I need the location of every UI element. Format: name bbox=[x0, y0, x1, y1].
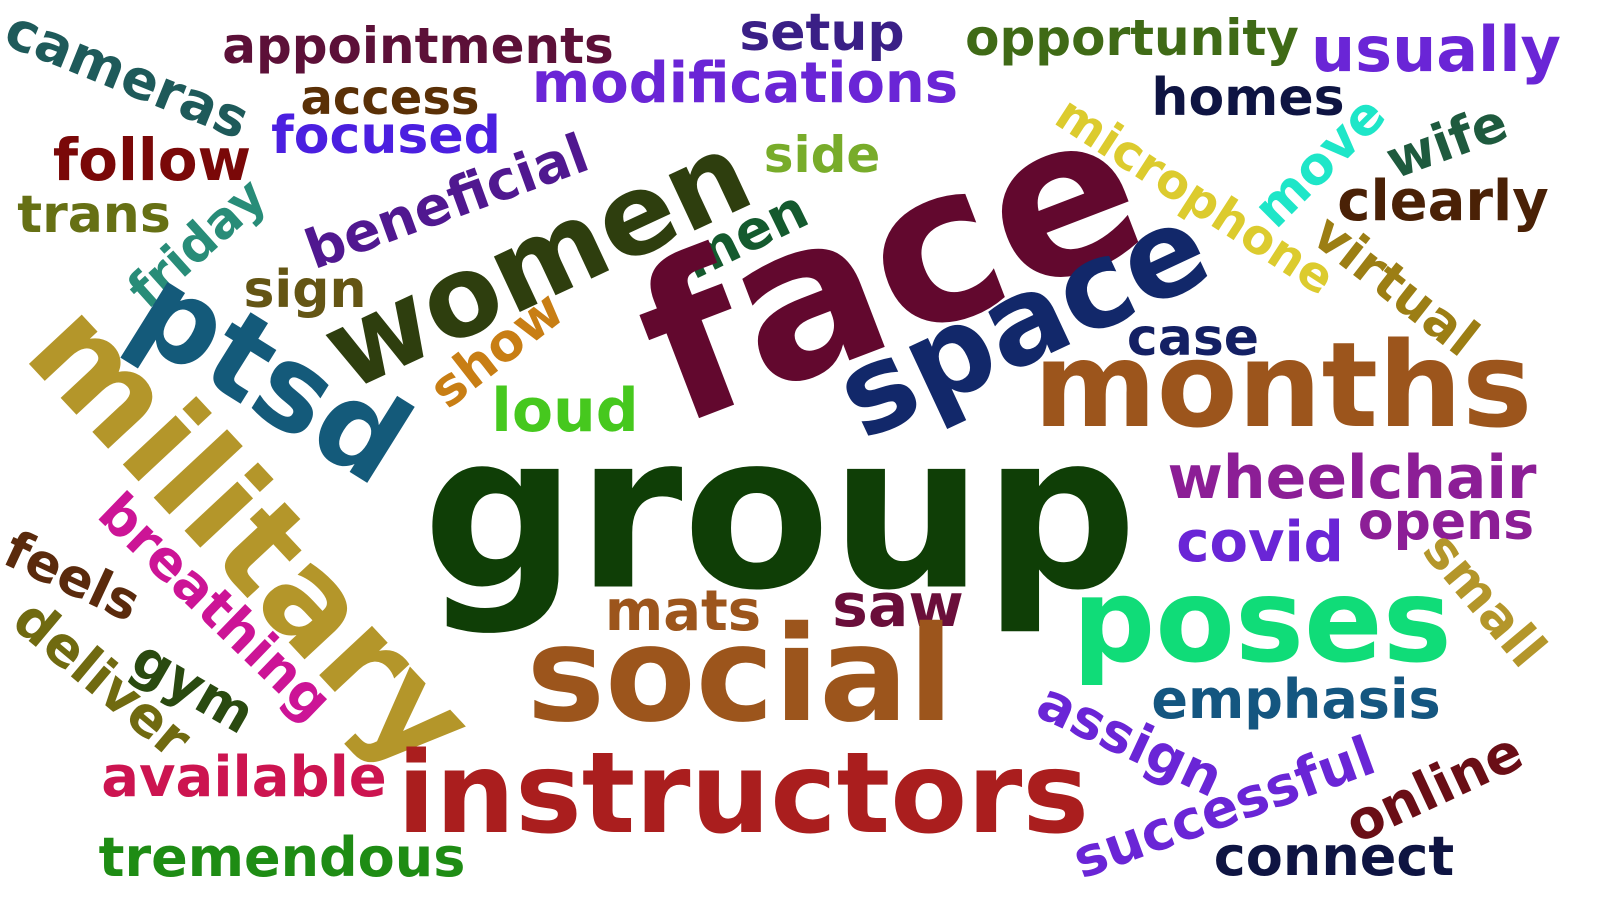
word-trans: trans bbox=[17, 185, 171, 245]
word-covid: covid bbox=[1176, 510, 1344, 575]
word-poses: poses bbox=[1072, 554, 1452, 689]
word-mats: mats bbox=[604, 579, 762, 644]
word-side: side bbox=[763, 126, 881, 184]
word-clearly: clearly bbox=[1337, 169, 1549, 234]
word-sign: sign bbox=[243, 260, 367, 320]
word-case: case bbox=[1126, 308, 1260, 368]
word-group: group bbox=[422, 386, 1138, 638]
word-wheelchair: wheelchair bbox=[1167, 443, 1537, 513]
word-modifications: modifications bbox=[531, 51, 959, 116]
word-saw: saw bbox=[832, 571, 964, 641]
word-connect: connect bbox=[1213, 825, 1455, 888]
word-loud: loud bbox=[491, 376, 639, 446]
word-opens: opens bbox=[1357, 492, 1535, 552]
word-access: access bbox=[300, 70, 480, 126]
word-follow: follow bbox=[52, 126, 252, 194]
word-focused: focused bbox=[271, 106, 501, 166]
word-months: months bbox=[1033, 316, 1533, 454]
word-opportunity: opportunity bbox=[965, 9, 1299, 67]
word-available: available bbox=[101, 745, 387, 810]
word-homes: homes bbox=[1151, 68, 1345, 128]
word-usually: usually bbox=[1311, 13, 1561, 86]
word-tremendous: tremendous bbox=[98, 826, 466, 889]
word-instructors: instructors bbox=[396, 729, 1090, 859]
word-social: social bbox=[526, 598, 954, 752]
word-setup: setup bbox=[739, 3, 905, 63]
word-emphasis: emphasis bbox=[1151, 668, 1441, 731]
word-appointments: appointments bbox=[222, 17, 614, 75]
